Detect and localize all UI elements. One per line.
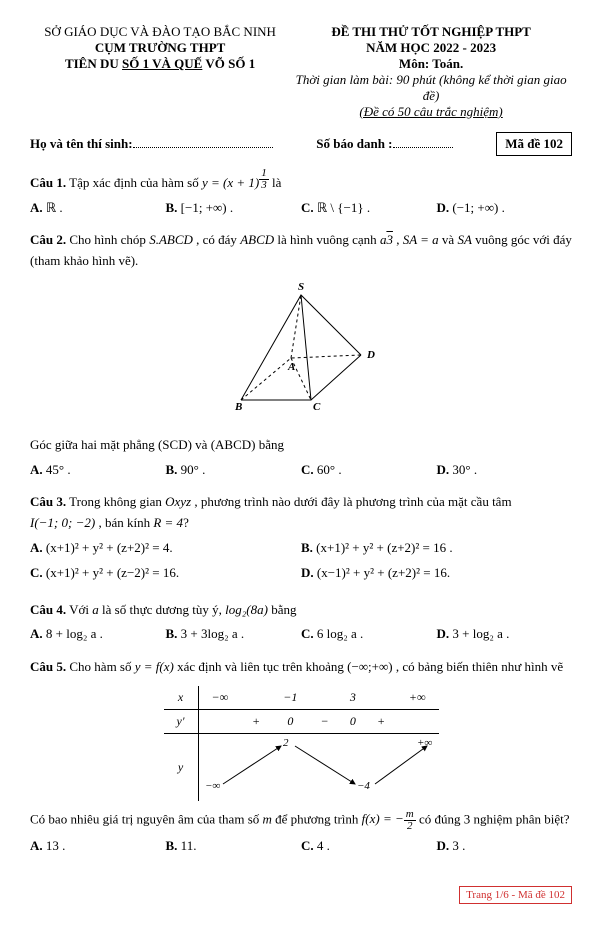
schools-line: TIÊN DU SỐ 1 VÀ QUẾ VÕ SỐ 1 — [30, 56, 290, 72]
q3-opt-b: B. (x+1)² + y² + (z+2)² = 16 . — [301, 538, 572, 559]
org-line: SỞ GIÁO DỤC VÀ ĐÀO TẠO BẮC NINH — [30, 24, 290, 40]
question-2: Câu 2. Cho hình chóp S.ABCD , có đáy ABC… — [30, 230, 572, 480]
q1-opt-a: A. ℝ . — [30, 198, 166, 219]
q4-opt-b: B. 3 + 3log₂ a . — [166, 624, 302, 645]
subject-line: Môn: Toán. — [290, 56, 572, 72]
info-row: Họ và tên thí sinh: Số báo danh : Mã đề … — [30, 132, 572, 156]
pyramid-svg: S A B C D — [201, 280, 401, 420]
question-5: Câu 5. Cho hàm số y = f(x) xác định và l… — [30, 657, 572, 856]
variation-table: x −∞ −1 3 +∞ y' + 0− 0+ y −∞ — [30, 686, 572, 801]
q2-opt-a: A. 45° . — [30, 460, 166, 481]
svg-text:2: 2 — [283, 737, 289, 749]
svg-text:C: C — [313, 401, 321, 413]
variation-arrows: −∞ 2 −4 +∞ — [199, 734, 439, 794]
q4-opt-a: A. 8 + log₂ a . — [30, 624, 166, 645]
svg-text:D: D — [366, 349, 375, 361]
q3-opt-a: A. (x+1)² + y² + (z+2)² = 4. — [30, 538, 301, 559]
q4-opt-d: D. 3 + log₂ a . — [437, 624, 573, 645]
q2-after: Góc giữa hai mặt phẳng (SCD) và (ABCD) b… — [30, 435, 572, 456]
q2-title: Câu 2. — [30, 232, 66, 247]
question-1: Câu 1. Tập xác định của hàm số y = (x + … — [30, 168, 572, 218]
name-label: Họ và tên thí sinh: — [30, 136, 133, 151]
q1-title: Câu 1. — [30, 175, 66, 190]
footer: Trang 1/6 - Mã đề 102 — [30, 886, 572, 904]
pyramid-figure: S A B C D — [30, 280, 572, 427]
header-right: ĐỀ THI THỬ TỐT NGHIỆP THPT NĂM HỌC 2022 … — [290, 24, 572, 120]
q3-opt-c: C. (x+1)² + y² + (z−2)² = 16. — [30, 563, 301, 584]
q1-opt-d: D. (−1; +∞) . — [437, 198, 573, 219]
year-line: NĂM HỌC 2022 - 2023 — [290, 40, 572, 56]
question-3: Câu 3. Trong không gian Oxyz , phương tr… — [30, 492, 572, 587]
svg-text:−4: −4 — [357, 780, 370, 792]
sbd-field: Số báo danh : — [316, 136, 452, 152]
q4-options: A. 8 + log₂ a . B. 3 + 3log₂ a . C. 6 lo… — [30, 624, 572, 645]
time-line: Thời gian làm bài: 90 phút (không kể thờ… — [290, 72, 572, 104]
q1-opt-c: C. ℝ \ {−1} . — [301, 198, 437, 219]
q2-opt-d: D. 30° . — [437, 460, 573, 481]
svg-text:B: B — [234, 401, 242, 413]
q3-title: Câu 3. — [30, 494, 66, 509]
name-field: Họ và tên thí sinh: — [30, 136, 273, 152]
question-4: Câu 4. Với a là số thực dương tùy ý, log… — [30, 600, 572, 646]
svg-text:A: A — [287, 361, 295, 373]
q4-opt-c: C. 6 log₂ a . — [301, 624, 437, 645]
q1-options: A. ℝ . B. [−1; +∞) . C. ℝ \ {−1} . D. (−… — [30, 198, 572, 219]
q1-text2: là — [272, 175, 281, 190]
q5-title: Câu 5. — [30, 659, 66, 674]
q2-a-sqrt3: a3 — [380, 232, 393, 247]
svg-text:+∞: +∞ — [417, 737, 432, 749]
sbd-dots — [393, 137, 453, 148]
q1-text1: Tập xác định của hàm số — [69, 175, 202, 190]
q3-options: A. (x+1)² + y² + (z+2)² = 4. B. (x+1)² +… — [30, 538, 572, 588]
q5-equation: f(x) = −m2 — [362, 811, 416, 826]
q1-opt-b: B. [−1; +∞) . — [166, 198, 302, 219]
count-line: (Đề có 50 câu trắc nghiệm) — [290, 104, 572, 120]
header-left: SỞ GIÁO DỤC VÀ ĐÀO TẠO BẮC NINH CỤM TRƯỜ… — [30, 24, 290, 120]
name-dots — [133, 137, 273, 148]
svg-text:S: S — [298, 281, 304, 293]
q5-opt-c: C. 4 . — [301, 836, 437, 857]
q5-opt-d: D. 3 . — [437, 836, 573, 857]
q2-opt-b: B. 90° . — [166, 460, 302, 481]
exam-code-box: Mã đề 102 — [496, 132, 572, 156]
q5-opt-a: A. 13 . — [30, 836, 166, 857]
title-line: ĐỀ THI THỬ TỐT NGHIỆP THPT — [290, 24, 572, 40]
q5-options: A. 13 . B. 11. C. 4 . D. 3 . — [30, 836, 572, 857]
q4-title: Câu 4. — [30, 602, 66, 617]
q2-options: A. 45° . B. 90° . C. 60° . D. 30° . — [30, 460, 572, 481]
sbd-label: Số báo danh : — [316, 136, 392, 151]
q1-formula: y = (x + 1)13 — [202, 175, 269, 190]
cluster-line: CỤM TRƯỜNG THPT — [30, 40, 290, 56]
q3-opt-d: D. (x−1)² + y² + (z+2)² = 16. — [301, 563, 572, 584]
page-indicator: Trang 1/6 - Mã đề 102 — [459, 886, 572, 904]
header: SỞ GIÁO DỤC VÀ ĐÀO TẠO BẮC NINH CỤM TRƯỜ… — [30, 24, 572, 120]
svg-text:−∞: −∞ — [205, 780, 220, 792]
q2-opt-c: C. 60° . — [301, 460, 437, 481]
q5-opt-b: B. 11. — [166, 836, 302, 857]
